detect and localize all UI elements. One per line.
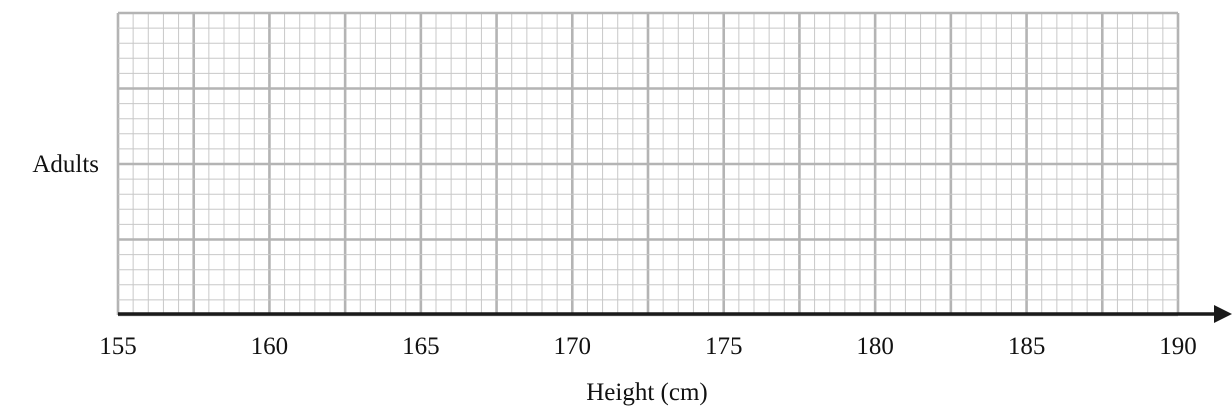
x-axis-label: Height (cm) <box>586 379 707 406</box>
x-tick-label: 165 <box>402 333 440 360</box>
x-tick-label: 160 <box>251 333 289 360</box>
x-tick-label: 155 <box>99 333 137 360</box>
y-category-label: Adults <box>32 151 99 178</box>
x-tick-label: 170 <box>554 333 592 360</box>
x-tick-label: 180 <box>856 333 894 360</box>
x-axis: 155 160 165 170 175 180 185 190 <box>99 305 1232 360</box>
x-axis-arrow-icon <box>1214 305 1232 323</box>
x-tick-label: 185 <box>1008 333 1046 360</box>
x-tick-label: 190 <box>1159 333 1197 360</box>
grid <box>116 11 1180 317</box>
x-tick-label: 175 <box>705 333 743 360</box>
